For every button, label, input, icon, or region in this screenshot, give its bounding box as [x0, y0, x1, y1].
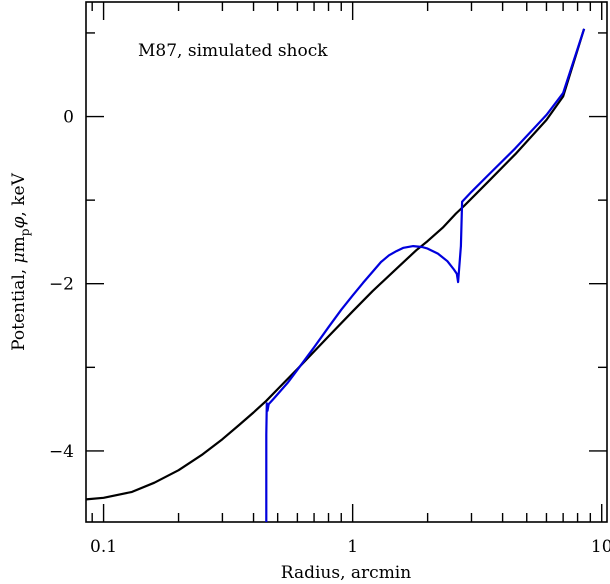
series-line-blue — [265, 28, 586, 522]
y-label-subscript: p — [18, 228, 32, 236]
x-tick-label: 0.1 — [90, 537, 117, 557]
y-label-m: m — [9, 236, 29, 252]
x-tick-label: 1 — [347, 537, 358, 557]
y-label-mu: μ — [9, 252, 29, 263]
y-label-phi: φ — [9, 217, 29, 229]
y-tick-label: −4 — [49, 442, 74, 462]
series-layer — [85, 28, 586, 522]
series-line-black — [85, 28, 586, 501]
axis-ticks — [86, 2, 607, 522]
x-axis-label: Radius, arcmin — [281, 563, 411, 583]
y-label-prefix: Potential, — [9, 263, 29, 350]
y-axis-label: Potential, μmpφ, keV — [9, 172, 32, 350]
y-tick-label: −2 — [49, 275, 74, 295]
chart-annotation: M87, simulated shock — [138, 41, 328, 61]
y-tick-label: 0 — [63, 108, 74, 128]
axis-tick-labels: 0.1 1 10 0 −2 −4 — [49, 108, 610, 557]
plot-frame — [85, 1, 608, 523]
x-tick-label: 10 — [591, 537, 610, 557]
y-label-suffix: , keV — [9, 172, 29, 216]
